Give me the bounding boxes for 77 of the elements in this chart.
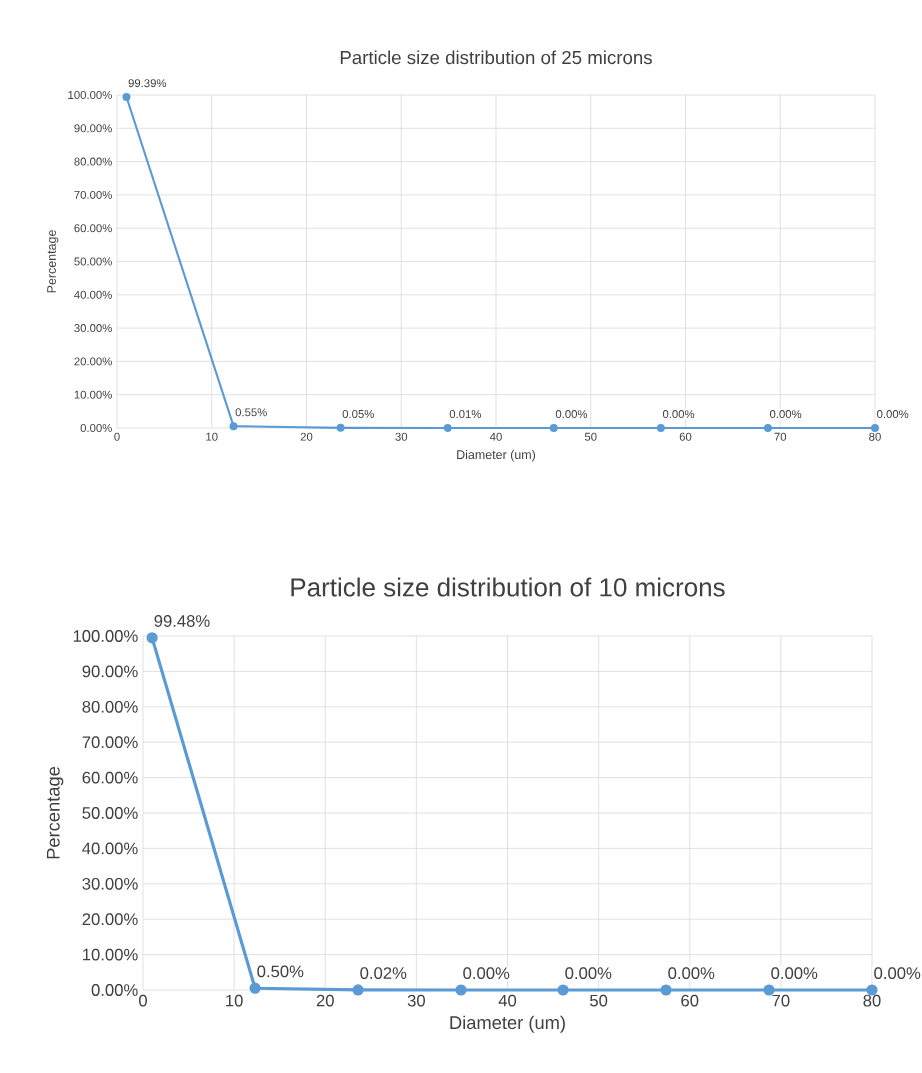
data-label: 0.00% xyxy=(769,410,802,419)
y-tick-label: 90.00% xyxy=(74,124,112,133)
y-tick-label: 50.00% xyxy=(74,257,112,266)
x-tick-label: 10 xyxy=(206,432,218,441)
y-tick-label: 100.00% xyxy=(68,90,112,99)
x-tick-label: 30 xyxy=(407,994,425,1007)
data-label: 0.01% xyxy=(449,410,481,419)
y-tick-label: 70.00% xyxy=(74,190,112,199)
point xyxy=(122,93,131,102)
x-tick-label: 70 xyxy=(774,432,787,441)
data-label: 0.02% xyxy=(360,967,407,979)
x-tick-label: 10 xyxy=(226,994,243,1007)
data-label: 0.00% xyxy=(771,967,818,980)
y-tick-label: 90.00% xyxy=(82,665,138,678)
chart-title: Particle size distribution of 10 microns xyxy=(291,577,725,597)
data-label: 0.00% xyxy=(565,967,612,980)
y-tick-label: 80.00% xyxy=(82,700,138,713)
y-tick-label: 80.00% xyxy=(74,157,112,166)
point xyxy=(229,422,238,431)
data-label: 0.00% xyxy=(463,967,510,980)
point xyxy=(336,423,345,432)
x-tick-label: 50 xyxy=(589,994,608,1007)
y-tick-label: 30.00% xyxy=(82,877,138,890)
point xyxy=(455,984,467,996)
chart-title: Particle size distribution of 25 microns xyxy=(340,50,652,65)
data-label: 0.00% xyxy=(668,967,715,980)
y-tick-label: 0.00% xyxy=(91,984,138,996)
y-axis-title: Percentage xyxy=(47,230,59,293)
y-tick-label: 10.00% xyxy=(74,390,112,399)
data-label: 0.50% xyxy=(257,965,304,978)
point xyxy=(660,984,672,996)
point xyxy=(656,423,665,432)
point xyxy=(352,984,364,996)
y-tick-label: 40.00% xyxy=(82,842,138,855)
x-tick-label: 20 xyxy=(300,432,313,441)
data-label: 0.05% xyxy=(342,409,374,418)
point xyxy=(557,984,569,996)
x-tick-label: 0 xyxy=(114,432,120,441)
data-label: 0.55% xyxy=(235,408,267,417)
y-tick-label: 100.00% xyxy=(73,630,138,642)
x-tick-label: 60 xyxy=(679,432,692,441)
y-tick-label: 20.00% xyxy=(82,913,138,926)
data-label: 0.00% xyxy=(874,967,921,980)
data-label: 0.00% xyxy=(555,410,588,419)
point xyxy=(549,423,558,432)
point xyxy=(763,423,772,432)
point xyxy=(443,423,452,432)
x-tick-label: 40 xyxy=(498,994,517,1007)
x-axis-title: Diameter (um) xyxy=(450,1015,565,1033)
x-tick-label: 60 xyxy=(681,994,699,1007)
y-tick-label: 60.00% xyxy=(82,771,138,784)
data-label: 99.39% xyxy=(128,79,167,88)
x-axis-title: Diameter (um) xyxy=(457,449,535,462)
x-tick-label: 40 xyxy=(489,432,502,441)
x-tick-label: 20 xyxy=(316,994,334,1007)
y-tick-label: 30.00% xyxy=(74,324,112,333)
x-tick-label: 80 xyxy=(863,994,881,1007)
point xyxy=(763,984,775,996)
x-tick-label: 50 xyxy=(584,432,597,441)
y-axis-title: Percentage xyxy=(46,766,64,859)
point xyxy=(870,423,879,432)
y-tick-label: 10.00% xyxy=(82,948,138,961)
x-tick-label: 0 xyxy=(138,994,147,1007)
y-tick-label: 20.00% xyxy=(74,357,112,366)
data-label: 0.00% xyxy=(876,410,909,419)
point xyxy=(249,982,261,994)
y-tick-label: 50.00% xyxy=(82,807,138,819)
data-label: 99.48% xyxy=(154,615,210,627)
y-tick-label: 70.00% xyxy=(82,736,138,749)
y-tick-label: 60.00% xyxy=(74,224,112,233)
y-tick-label: 40.00% xyxy=(74,290,112,299)
x-tick-label: 70 xyxy=(772,994,790,1007)
y-tick-label: 0.00% xyxy=(80,423,112,432)
data-label: 0.00% xyxy=(662,410,695,419)
point xyxy=(146,632,158,644)
x-tick-label: 80 xyxy=(869,432,881,441)
x-tick-label: 30 xyxy=(395,432,408,441)
